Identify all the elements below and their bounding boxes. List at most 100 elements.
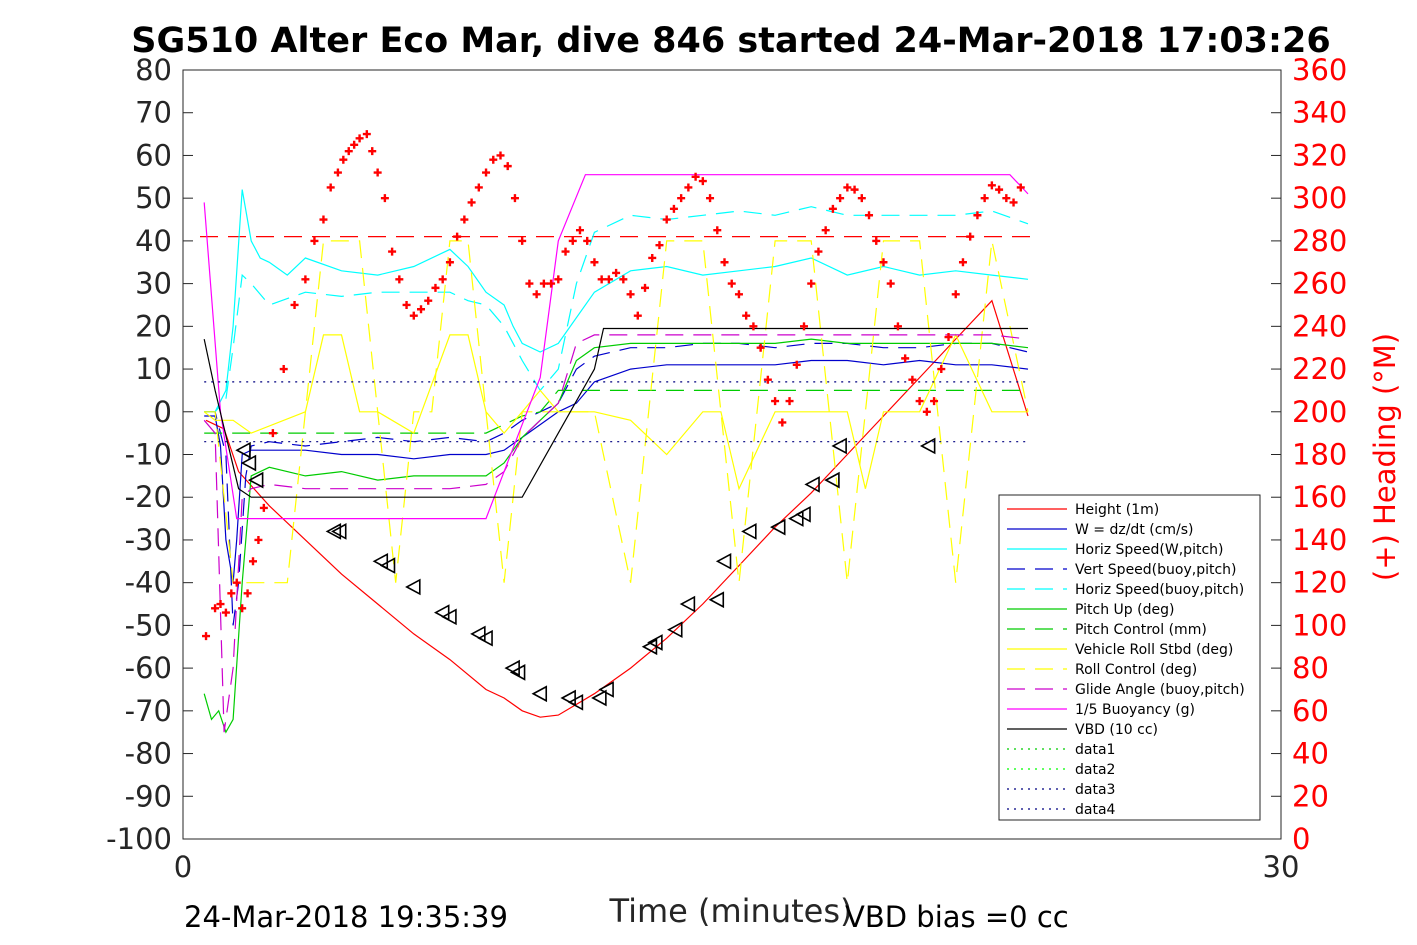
legend-label: data1 — [1075, 742, 1115, 758]
legend-label: W = dz/dt (cm/s) — [1075, 522, 1194, 538]
depth-marker — [531, 685, 548, 703]
series-line-4 — [204, 206, 1029, 413]
y-right-tick-label: 220 — [1292, 352, 1347, 386]
heading-point — [886, 279, 895, 288]
depth-marker — [667, 621, 683, 639]
heading-point — [460, 215, 469, 224]
depth-marker — [715, 552, 732, 570]
heading-point — [326, 183, 335, 192]
heading-point — [510, 194, 519, 203]
heading-point — [633, 311, 642, 320]
series-line-8 — [204, 240, 1029, 584]
depth-marker — [477, 629, 493, 647]
heading-point — [489, 155, 498, 164]
depth-marker — [770, 518, 786, 536]
heading-point — [893, 322, 902, 331]
heading-point — [1009, 198, 1018, 207]
depth-marker — [591, 689, 607, 707]
heading-point — [987, 181, 996, 190]
legend-label: data2 — [1075, 762, 1115, 778]
y-tick-label: 10 — [135, 352, 172, 386]
heading-point — [238, 604, 247, 613]
legend-label: Vehicle Roll Stbd (deg) — [1075, 642, 1233, 658]
series-line-0 — [205, 299, 1029, 718]
y-right-tick-label: 340 — [1292, 96, 1347, 130]
y-tick-label: -50 — [125, 608, 172, 642]
y-right-tick-label: 140 — [1292, 523, 1347, 557]
legend-label: Pitch Control (mm) — [1075, 622, 1207, 638]
heading-point — [799, 322, 808, 331]
chart-title: SG510 Alter Eco Mar, dive 846 started 24… — [131, 21, 1330, 61]
depth-marker — [509, 664, 526, 681]
heading-point — [254, 535, 263, 544]
heading-point — [227, 589, 236, 598]
legend-label: data4 — [1075, 802, 1116, 818]
heading-point — [828, 204, 837, 213]
depth-marker — [560, 689, 576, 707]
y-right-tick-label: 200 — [1292, 395, 1347, 429]
y-right-tick-label: 120 — [1292, 566, 1347, 600]
heading-point — [575, 226, 584, 235]
heading-point — [749, 322, 758, 331]
footer-timestamp: 24-Mar-2018 19:35:39 — [184, 900, 508, 934]
heading-point — [648, 253, 657, 262]
legend-label: Height (1m) — [1075, 502, 1159, 518]
heading-point — [1002, 194, 1011, 203]
heading-point — [482, 168, 491, 177]
y-tick-label: 30 — [135, 267, 172, 301]
heading-point — [431, 283, 440, 292]
heading-point — [669, 204, 678, 213]
legend-label: Vert Speed(buoy,pitch) — [1075, 562, 1237, 578]
depth-marker — [379, 557, 396, 574]
heading-point — [249, 557, 258, 566]
heading-point — [259, 503, 268, 512]
heading-point — [677, 194, 686, 203]
y-tick-label: -60 — [125, 651, 172, 685]
heading-point — [612, 268, 621, 277]
depth-marker — [433, 604, 450, 621]
y-right-tick-label: 20 — [1292, 779, 1329, 813]
y-right-tick-label: 80 — [1292, 651, 1329, 685]
axes-layer: 80706050403020100-10-20-30-40-50-60-70-8… — [106, 53, 1347, 884]
y-tick-label: -100 — [106, 822, 172, 856]
heading-point — [402, 300, 411, 309]
heading-point — [995, 185, 1004, 194]
heading-point — [843, 183, 852, 192]
heading-point — [310, 236, 319, 245]
heading-point — [409, 311, 418, 320]
heading-point — [915, 397, 924, 406]
heading-point — [604, 275, 613, 284]
heading-point — [814, 247, 823, 256]
depth-marker — [331, 523, 347, 540]
heading-point — [980, 194, 989, 203]
heading-point — [922, 407, 931, 416]
heading-point — [568, 236, 577, 245]
heading-point — [807, 279, 816, 288]
heading-point — [850, 185, 859, 194]
heading-point — [362, 130, 371, 139]
heading-point — [202, 632, 211, 641]
y-tick-label: -30 — [125, 523, 172, 557]
y-right-tick-label: 160 — [1292, 480, 1347, 514]
heading-point — [554, 275, 563, 284]
y-right-tick-label: 300 — [1292, 181, 1347, 215]
y-tick-label: -20 — [125, 480, 172, 514]
heading-point — [453, 232, 462, 241]
heading-point — [445, 258, 454, 267]
heading-point — [380, 194, 389, 203]
heading-point — [771, 397, 780, 406]
heading-point — [561, 247, 570, 256]
depth-marker — [795, 505, 811, 523]
series-line-3 — [204, 342, 1029, 626]
depth-marker — [247, 471, 264, 489]
heading-point — [243, 589, 252, 598]
y-tick-label: -90 — [125, 779, 172, 813]
heading-point — [641, 283, 650, 292]
depth-marker — [567, 693, 584, 711]
y-tick-label: 20 — [135, 309, 172, 343]
x-axis-label: Time (minutes) — [609, 892, 853, 930]
y-right-tick-label: 0 — [1292, 822, 1310, 856]
heading-point — [339, 155, 348, 164]
heading-point — [221, 608, 230, 617]
heading-point — [301, 275, 310, 284]
